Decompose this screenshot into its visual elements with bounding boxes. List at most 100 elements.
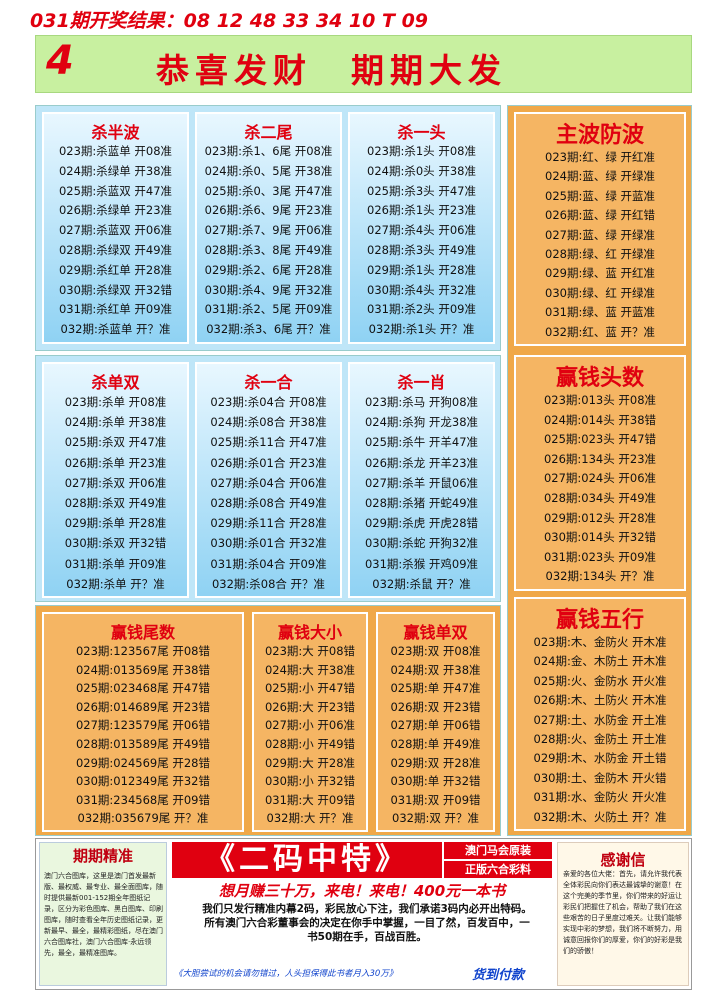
panel-row: 025期:杀牛 开羊47准 [364, 435, 479, 450]
panel-row: 032期:大 开？准 [266, 811, 354, 826]
panel-row: 028期:杀08合 开49准 [210, 496, 327, 510]
panel-row: 027期:024头 开06准 [543, 471, 657, 486]
panel-row: 028期:杀双 开49准 [64, 496, 167, 510]
panel-row: 032期:杀1头 开？准 [368, 322, 475, 337]
panel-row: 023期:杀马 开狗08准 [364, 395, 479, 409]
panel-row: 027期:杀7、9尾 开06准 [204, 223, 333, 238]
panel-row: 024期:杀0头 开38准 [367, 163, 476, 178]
panel: 赢钱单双 023期:双 开08准 024期:双 开38准 025期:单 开47准 026… [376, 612, 495, 832]
ad-center: 《二码中特》 澳门马会原装 正版六合彩料 想月赚三十万，来电！来电！400元一本… [172, 842, 552, 986]
panel-row: 029期:杀1头 开28准 [367, 262, 476, 277]
panel-row: 027期:杀双 开06准 [64, 475, 167, 490]
panel-title: 赢钱尾数 [110, 623, 175, 642]
panel-title: 赢钱五行 [555, 608, 644, 633]
panel-row: 030期:单 开32错 [390, 774, 481, 789]
panel-row: 031期:杀红单 开09准 [58, 302, 173, 317]
panel-row: 026期:杀01合 开23准 [210, 455, 327, 470]
panel-row: 029期:木、水防金 开土错 [533, 751, 667, 766]
panel-row: 024期:蓝、绿 开绿准 [545, 169, 655, 184]
ad-slogan: 想月赚三十万，来电！来电！400元一本书 [218, 882, 506, 900]
panel-row: 032期:035679尾 开？准 [77, 811, 209, 826]
panel: 杀二尾 023期:杀1、6尾 开08准 024期:杀0、5尾 开38准 025期:杀0… [195, 112, 342, 344]
panel-row: 026期:大 开23错 [264, 699, 356, 714]
panel-row: 023期:123567尾 开08错 [75, 644, 210, 658]
panel-row: 028期:杀绿双 开49准 [58, 243, 173, 257]
panel-row: 025期:023468尾 开47错 [75, 681, 210, 696]
panel-title: 杀半波 [91, 123, 140, 142]
panel-row: 024期:014头 开38错 [543, 412, 657, 427]
panel: 赢钱头数 023期:013头 开08准 024期:014头 开38错 025期:023… [514, 355, 686, 591]
panel-row: 028期:杀猪 开蛇49准 [364, 496, 479, 510]
panel-title: 赢钱单双 [403, 623, 468, 642]
panel-title: 杀单双 [91, 373, 140, 392]
panel-row: 030期:绿、红 开绿准 [545, 285, 655, 300]
panel-row: 023期:杀04合 开08准 [210, 395, 327, 409]
panel-row: 031期:大 开09错 [264, 792, 356, 807]
panel-row: 029期:杀11合 开28准 [210, 516, 327, 531]
panel-row: 025期:杀11合 开47准 [210, 435, 327, 450]
panel-row: 030期:杀双 开32错 [64, 536, 167, 551]
panel-row: 032期:红、蓝 开？准 [545, 324, 655, 339]
panel-row: 030期:杀4头 开32准 [367, 282, 476, 297]
panel-row: 023期:红、绿 开红准 [545, 150, 655, 164]
panel-row: 029期:012头 开28准 [543, 510, 657, 525]
banner: 4 恭喜发财 期期大发 [35, 35, 692, 93]
ad-tag: 澳门马会原装 [444, 842, 552, 859]
panel-row: 028期:绿、红 开绿准 [545, 247, 655, 261]
panel: 杀半波 023期:杀蓝单 开08准 024期:杀绿单 开38准 025期:杀蓝双 开4… [42, 112, 189, 344]
panel-row: 031期:杀猴 开鸡09准 [364, 556, 479, 571]
ad-left: 期期精准 澳门六合图库，这里是澳门首发最新版、最权威、最专业、最全面图库，随时提… [39, 842, 167, 986]
panel-row: 027期:杀蓝双 开06准 [58, 223, 173, 238]
panel-row: 029期:024569尾 开28错 [75, 755, 210, 770]
panel-row: 030期:杀01合 开32准 [210, 536, 327, 551]
panel-row: 027期:土、水防金 开土准 [533, 712, 667, 727]
panel-row: 029期:杀2、6尾 开28准 [204, 262, 333, 277]
panel-row: 023期:杀1、6尾 开08准 [204, 144, 333, 158]
panel-title: 杀二尾 [244, 123, 293, 142]
panel-row: 025期:杀双 开47准 [64, 435, 167, 450]
panel-row: 024期:杀单 开38准 [64, 415, 167, 430]
panel-row: 025期:火、金防水 开火准 [533, 673, 667, 688]
panel-row: 028期:杀3、8尾 开49准 [204, 243, 333, 257]
panel-row: 026期:014689尾 开23错 [75, 699, 210, 714]
panel-row: 026期:蓝、绿 开红错 [545, 208, 655, 223]
panel-row: 029期:杀红单 开28准 [58, 262, 173, 277]
panel-row: 030期:014头 开32错 [543, 530, 657, 545]
panel-row: 023期:013头 开08准 [543, 393, 657, 407]
panel-title: 赢钱头数 [555, 366, 644, 391]
panel-row: 031期:双 开09错 [390, 792, 481, 807]
panel-row: 029期:双 开28准 [390, 755, 481, 770]
panel-row: 031期:杀单 开09准 [64, 556, 167, 571]
panel-title: 杀一肖 [397, 373, 446, 392]
panel-row: 032期:杀鼠 开？准 [372, 576, 471, 591]
panel-row: 028期:034头 开49准 [543, 491, 657, 505]
panel-row: 029期:大 开28准 [264, 755, 356, 770]
panel-row: 030期:杀绿双 开32错 [58, 282, 173, 297]
panel-row: 031期:杀2头 开09准 [367, 302, 476, 317]
panel-row: 026期:杀1头 开23准 [367, 203, 476, 218]
panel-row: 026期:杀绿单 开23准 [58, 203, 173, 218]
panel-row: 027期:单 开06错 [390, 718, 481, 733]
panel-row: 027期:杀羊 开鼠06准 [364, 475, 479, 490]
panel-row: 032期:杀3、6尾 开？准 [206, 322, 331, 337]
panel-row: 030期:小 开32错 [264, 774, 356, 789]
panel: 杀一头 023期:杀1头 开08准 024期:杀0头 开38准 025期:杀3头 开4… [348, 112, 495, 344]
panel-row: 025期:杀蓝双 开47准 [58, 183, 173, 198]
panel-row: 030期:杀蛇 开狗32准 [364, 536, 479, 551]
panel-row: 023期:大 开08错 [264, 644, 356, 658]
panel-row: 029期:杀虎 开虎28错 [364, 516, 479, 531]
panel-row: 026期:木、土防火 开木准 [533, 693, 667, 708]
panel-row: 031期:水、金防火 开火准 [533, 790, 667, 805]
panel-row: 025期:蓝、绿 开蓝准 [545, 188, 655, 203]
panel-row: 025期:小 开47错 [264, 681, 356, 696]
panel-row: 024期:013569尾 开38错 [75, 662, 210, 677]
panel-title: 主波防波 [555, 123, 644, 148]
issue-number: 4 [46, 38, 74, 84]
panel-row: 025期:单 开47准 [390, 681, 481, 696]
ad-left-title: 期期精准 [72, 847, 133, 865]
ad-right-title: 感谢信 [600, 851, 646, 869]
panel-row: 027期:小 开06准 [264, 718, 356, 733]
panel-row: 027期:杀04合 开06准 [210, 475, 327, 490]
result-header: 031期开奖结果：08 12 48 33 34 10 T 09 [30, 10, 429, 32]
